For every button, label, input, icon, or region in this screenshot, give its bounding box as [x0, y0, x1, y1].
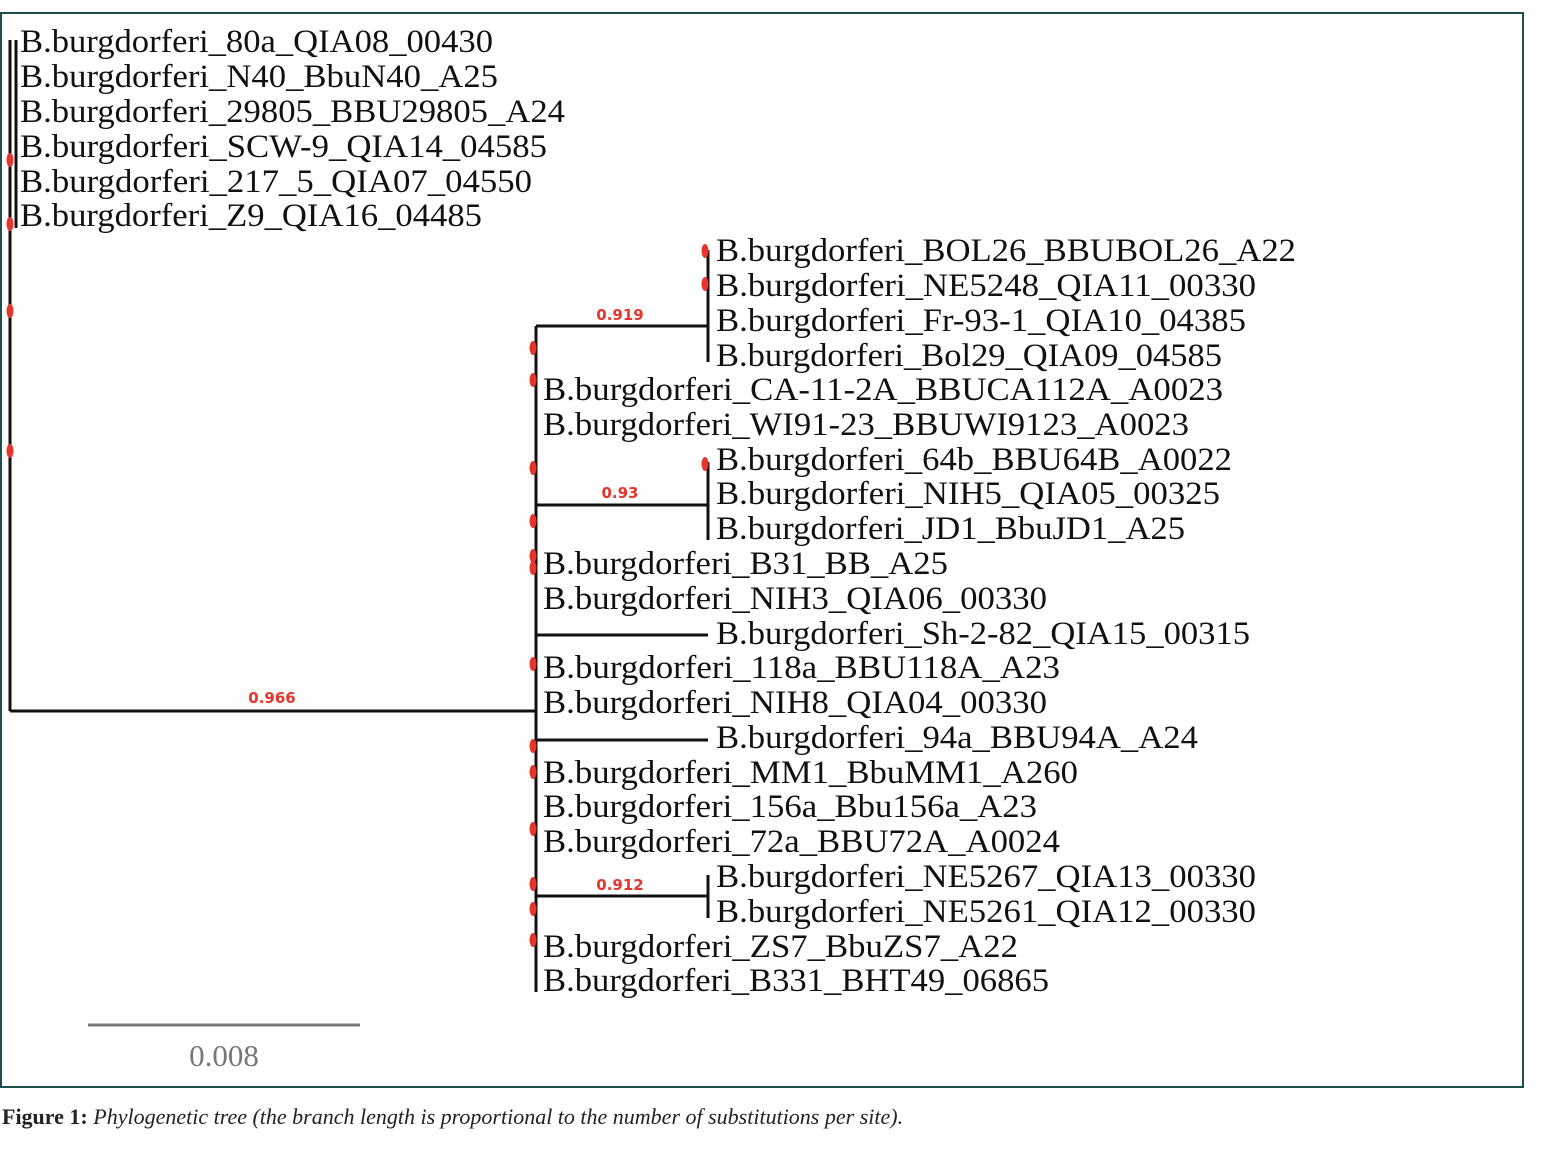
- leaf-label: B.burgdorferi_BOL26_BBUBOL26_A22: [716, 233, 1296, 269]
- leaf-labels: B.burgdorferi_80a_QIA08_00430 B.burgdorf…: [20, 24, 1296, 999]
- leaf-label: B.burgdorferi_SCW-9_QIA14_04585: [20, 129, 547, 165]
- node-marker: [701, 457, 709, 471]
- leaf-label: B.burgdorferi_Bol29_QIA09_04585: [716, 338, 1222, 374]
- node-marker: [701, 277, 709, 291]
- caption-label: Figure 1:: [2, 1104, 88, 1129]
- leaf-label: B.burgdorferi_80a_QIA08_00430: [20, 24, 493, 60]
- node-markers: [6, 153, 709, 947]
- node-marker: [529, 657, 537, 671]
- leaf-label: B.burgdorferi_B331_BHT49_06865: [543, 963, 1049, 999]
- node-marker: [529, 739, 537, 753]
- leaf-label: B.burgdorferi_NE5248_QIA11_00330: [716, 268, 1256, 304]
- leaf-label: B.burgdorferi_NIH5_QIA05_00325: [716, 476, 1220, 512]
- scale-bar: 0.008: [88, 1023, 360, 1073]
- caption-text: Phylogenetic tree (the branch length is …: [93, 1104, 904, 1129]
- leaf-label: B.burgdorferi_Fr-93-1_QIA10_04385: [716, 303, 1246, 339]
- node-marker: [529, 549, 537, 563]
- support-main: 0.966: [248, 689, 295, 707]
- node-marker: [701, 244, 709, 258]
- leaf-label: B.burgdorferi_NIH3_QIA06_00330: [543, 581, 1047, 617]
- leaf-label: B.burgdorferi_217_5_QIA07_04550: [20, 164, 532, 200]
- node-marker: [529, 514, 537, 528]
- node-marker: [529, 822, 537, 836]
- figure-caption: Figure 1: Phylogenetic tree (the branch …: [2, 1104, 903, 1130]
- scale-bar-label: 0.008: [189, 1038, 259, 1073]
- leaf-label: B.burgdorferi_N40_BbuN40_A25: [20, 59, 498, 95]
- leaf-label: B.burgdorferi_NE5267_QIA13_00330: [716, 859, 1256, 895]
- node-marker: [6, 217, 14, 231]
- node-marker: [529, 933, 537, 947]
- leaf-label: B.burgdorferi_WI91-23_BBUWI9123_A0023: [543, 407, 1189, 443]
- support-clade-ne52: 0.912: [596, 876, 643, 894]
- leaf-label: B.burgdorferi_JD1_BbuJD1_A25: [716, 511, 1185, 547]
- leaf-label: B.burgdorferi_118a_BBU118A_A23: [543, 650, 1060, 686]
- support-clade-bol: 0.919: [596, 306, 643, 324]
- leaf-label: B.burgdorferi_94a_BBU94A_A24: [716, 720, 1198, 756]
- leaf-label: B.burgdorferi_CA-11-2A_BBUCA112A_A0023: [543, 372, 1223, 408]
- leaf-label: B.burgdorferi_MM1_BbuMM1_A260: [543, 755, 1078, 791]
- leaf-label: B.burgdorferi_64b_BBU64B_A0022: [716, 442, 1232, 478]
- node-marker: [529, 461, 537, 475]
- node-marker: [6, 444, 14, 458]
- leaf-label: B.burgdorferi_Sh-2-82_QIA15_00315: [716, 616, 1250, 652]
- node-marker: [6, 304, 14, 318]
- node-marker: [529, 877, 537, 891]
- leaf-label: B.burgdorferi_NIH8_QIA04_00330: [543, 685, 1047, 721]
- node-marker: [529, 765, 537, 779]
- node-marker: [529, 341, 537, 355]
- leaf-label: B.burgdorferi_B31_BB_A25: [543, 546, 948, 582]
- node-marker: [529, 373, 537, 387]
- leaf-label: B.burgdorferi_NE5261_QIA12_00330: [716, 894, 1256, 930]
- leaf-label: B.burgdorferi_156a_Bbu156a_A23: [543, 789, 1037, 825]
- node-marker: [6, 153, 14, 167]
- support-clade-64b: 0.93: [601, 484, 638, 502]
- node-marker: [529, 902, 537, 916]
- leaf-label: B.burgdorferi_72a_BBU72A_A0024: [543, 824, 1060, 860]
- node-marker: [529, 561, 537, 575]
- figure-frame: [0, 12, 1524, 1088]
- phylogenetic-tree: 0.966 0.919 0.93 0.912 B.burgdorferi_80a…: [6, 24, 1296, 1073]
- support-values: 0.966 0.919 0.93 0.912: [248, 306, 643, 894]
- leaf-label: B.burgdorferi_ZS7_BbuZS7_A22: [543, 929, 1018, 965]
- tree-branches: [8, 40, 710, 992]
- leaf-label: B.burgdorferi_Z9_QIA16_04485: [20, 198, 482, 234]
- leaf-label: B.burgdorferi_29805_BBU29805_A24: [20, 94, 565, 130]
